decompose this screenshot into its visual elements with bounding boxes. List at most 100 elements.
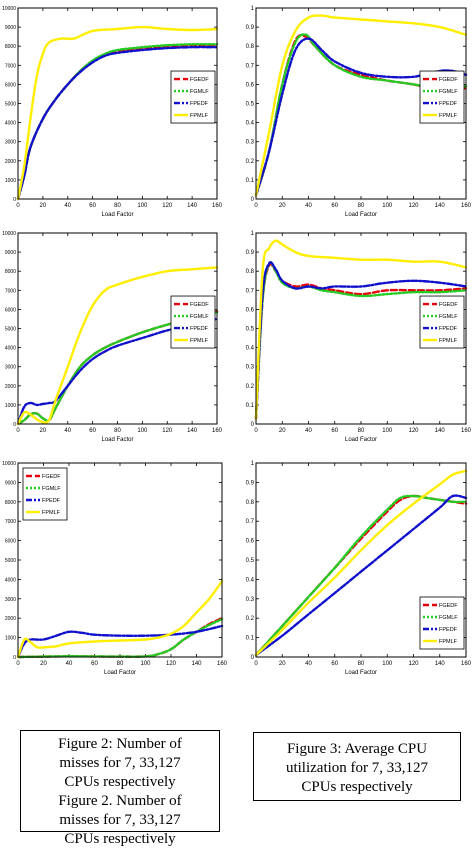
y-tick-label: 0.8 [246, 269, 255, 275]
axes-frame [255, 7, 467, 200]
x-axis-label: Load Factor [345, 670, 377, 676]
x-tick-label: 40 [66, 661, 73, 667]
y-tick-label: 7000 [5, 288, 16, 294]
y-tick-label: 0.4 [246, 346, 255, 352]
y-tick-label: 0.6 [246, 539, 255, 545]
caption-line: Figure 2: Number of [58, 736, 182, 752]
y-tick-label: 0.3 [246, 140, 255, 146]
y-tick-label: 1 [251, 231, 255, 237]
y-tick-label: 3000 [5, 140, 16, 146]
legend-label: FGMLF [190, 89, 209, 95]
y-tick-label: 0 [13, 655, 16, 661]
series-line-fpmlf [254, 239, 468, 420]
x-axis-label: Load Factor [345, 212, 377, 218]
chart-cpu-utilization-7-cpus: 0 0.1 0.2 0.3 0.4 0.5 0.6 0.7 0.8 0.9 1 0 20 40 60 80 10… [246, 6, 472, 218]
x-tick-label: 120 [408, 428, 419, 434]
y-tick-label: 0.1 [246, 403, 255, 409]
axes-frame [255, 232, 467, 425]
y-tick-label: 0.3 [246, 365, 255, 371]
legend: FGEDF FGMLF FPEDF FPMLF [170, 295, 216, 349]
series-line-fpmlf [16, 580, 224, 659]
x-axis-label: Load Factor [101, 437, 133, 443]
caption-line: CPUs respectively [301, 779, 413, 795]
y-tick-label: 0.8 [246, 44, 255, 50]
y-tick-label: 8000 [5, 500, 16, 506]
y-tick-label: 0 [251, 422, 255, 428]
x-tick-label: 60 [331, 661, 338, 667]
series-line-fpmlf [16, 25, 219, 201]
y-tick-label: 0.5 [246, 327, 255, 333]
legend-label: FGEDF [439, 603, 458, 609]
y-tick-label: 7000 [5, 519, 16, 525]
legend-label: FGEDF [42, 474, 61, 480]
y-tick-label: 8000 [5, 269, 16, 275]
y-tick-label: 0 [13, 422, 16, 428]
legend-label: FGMLF [439, 615, 458, 621]
x-tick-label: 80 [117, 661, 124, 667]
caption-line: CPUs respectively [64, 831, 176, 847]
x-axis-label: Load Factor [345, 437, 377, 443]
axes-frame [17, 7, 218, 200]
y-tick-label: 0 [251, 197, 255, 203]
x-tick-label: 160 [461, 203, 472, 209]
legend: FGEDF FGMLF FPEDF FPMLF [22, 467, 68, 521]
y-tick-label: 1000 [5, 403, 16, 409]
x-tick-label: 20 [279, 661, 286, 667]
series-line-fpedf [254, 261, 468, 420]
axes-frame [255, 462, 467, 658]
x-tick-label: 60 [89, 203, 96, 209]
x-tick-label: 140 [187, 428, 198, 434]
caption-line: Figure 2. Number of [58, 793, 182, 809]
x-tick-label: 40 [305, 428, 312, 434]
caption-line: Figure 3: Average CPU [286, 741, 428, 757]
axes-frame [17, 462, 223, 658]
x-tick-label: 160 [212, 203, 223, 209]
legend-label: FPEDF [190, 326, 209, 332]
x-tick-label: 0 [254, 203, 258, 209]
x-tick-label: 120 [408, 661, 419, 667]
chart-misses-127-cpus: 0100020003000400050006000700080009000100… [2, 461, 228, 676]
legend: FGEDF FGMLF FPEDF FPMLF [419, 596, 465, 650]
series-line-fgmlf [254, 494, 468, 657]
legend-label: FGEDF [439, 302, 458, 308]
x-tick-label: 120 [162, 428, 173, 434]
x-tick-label: 0 [16, 661, 20, 667]
x-tick-label: 140 [187, 203, 198, 209]
caption-line: misses for 7, 33,127 [59, 755, 181, 771]
y-tick-label: 0.7 [246, 63, 255, 69]
x-tick-label: 80 [114, 428, 121, 434]
legend-label: FGEDF [190, 302, 209, 308]
caption-line: misses for 7, 33,127 [59, 812, 181, 828]
y-tick-label: 2000 [5, 616, 16, 622]
x-axis-label: Load Factor [101, 212, 133, 218]
x-tick-label: 0 [254, 661, 258, 667]
x-tick-label: 80 [358, 203, 365, 209]
legend-label: FGEDF [190, 77, 209, 83]
y-tick-label: 0.3 [246, 597, 255, 603]
chart-misses-33-cpus: 0100020003000400050006000700080009000100… [2, 231, 223, 443]
y-tick-label: 2000 [5, 159, 16, 165]
x-tick-label: 60 [331, 203, 338, 209]
y-tick-label: 0.7 [246, 288, 255, 294]
series-line-fpedf [254, 494, 468, 657]
y-tick-label: 0.9 [246, 25, 255, 31]
x-tick-label: 140 [435, 203, 446, 209]
series-line-fpedf [16, 45, 219, 201]
y-tick-label: 0.6 [246, 82, 255, 88]
x-tick-label: 160 [461, 661, 472, 667]
x-tick-label: 160 [461, 428, 472, 434]
caption-line: utilization for 7, 33,127 [285, 760, 429, 776]
x-tick-label: 80 [358, 428, 365, 434]
chart-cpu-utilization-127-cpus: 0 0.1 0.2 0.3 0.4 0.5 0.6 0.7 0.8 0.9 1 0 20 40 60 80 10… [246, 461, 472, 676]
y-tick-label: 4000 [5, 346, 16, 352]
x-tick-label: 40 [305, 661, 312, 667]
legend-label: FGMLF [439, 314, 458, 320]
y-tick-label: 1 [251, 6, 255, 12]
legend-label: FPEDF [439, 101, 458, 107]
figure-3-caption: Figure 3: Average CPU utilization for 7,… [253, 732, 461, 801]
y-tick-label: 0.9 [246, 480, 255, 486]
y-tick-label: 0 [251, 655, 255, 661]
x-tick-label: 80 [114, 203, 121, 209]
x-tick-label: 100 [382, 203, 393, 209]
y-tick-label: 9000 [5, 250, 16, 256]
